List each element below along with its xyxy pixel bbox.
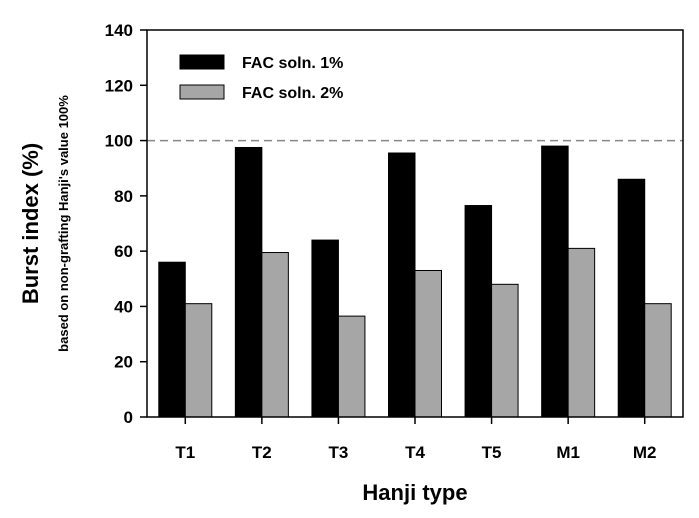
y-axis-subtitle: based on non-grafting Hanji's value 100% [56, 95, 71, 352]
bar-t3-series-1 [311, 239, 339, 418]
y-tick-label: 40 [114, 297, 133, 316]
legend-swatch-series-1 [179, 54, 225, 70]
legend-label-series-2: FAC soln. 2% [242, 85, 343, 102]
x-tick-label: T2 [252, 443, 272, 462]
x-tick-label: T4 [405, 443, 425, 462]
y-tick-label: 120 [105, 76, 133, 95]
legend-swatch-series-2 [179, 84, 225, 100]
x-tick-label: M2 [633, 443, 657, 462]
bar-t1-series-2 [184, 303, 213, 418]
y-tick-label: 20 [114, 353, 133, 372]
y-tick-label: 100 [105, 132, 133, 151]
bar-m1-series-1 [541, 145, 569, 418]
bar-t5-series-1 [464, 205, 493, 418]
bar-t5-series-2 [491, 283, 519, 418]
y-axis-ticks: 0 20 40 60 80 100 120 140 [105, 21, 147, 427]
y-tick-label: 60 [114, 242, 133, 261]
bars-group [158, 145, 672, 418]
y-axis-title: Burst index (%) [18, 143, 43, 304]
legend: FAC soln. 1% FAC soln. 2% [179, 54, 343, 102]
y-tick-label: 0 [124, 408, 133, 427]
y-tick-label: 80 [114, 187, 133, 206]
plot-frame [146, 29, 684, 418]
bar-m2-series-1 [617, 178, 646, 418]
bar-t3-series-2 [337, 315, 366, 418]
x-tick-label: M1 [556, 443, 580, 462]
bar-t2-series-2 [261, 252, 289, 418]
bar-m1-series-2 [567, 247, 596, 418]
x-tick-label: T3 [329, 443, 349, 462]
bar-t4-series-2 [414, 269, 442, 418]
x-axis-title: Hanji type [362, 480, 467, 505]
x-axis-ticks: T1 T2 T3 T4 T5 M1 M2 [175, 417, 657, 462]
legend-label-series-1: FAC soln. 1% [242, 55, 343, 72]
x-tick-label: T5 [482, 443, 502, 462]
y-tick-label: 140 [105, 21, 133, 40]
bar-m2-series-2 [644, 303, 672, 418]
bar-t2-series-1 [234, 146, 263, 418]
x-tick-label: T1 [175, 443, 195, 462]
bar-t4-series-1 [388, 152, 416, 418]
bar-t1-series-1 [158, 261, 186, 418]
